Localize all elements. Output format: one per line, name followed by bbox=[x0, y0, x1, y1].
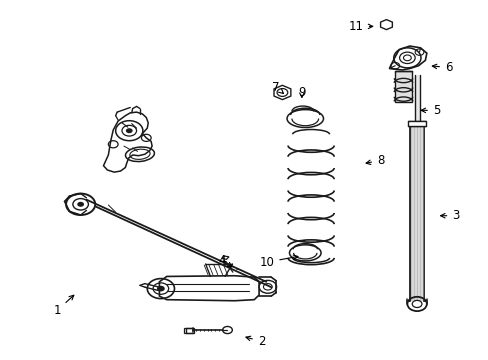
Text: 6: 6 bbox=[431, 61, 451, 74]
Text: 4: 4 bbox=[219, 254, 231, 267]
Text: 9: 9 bbox=[298, 86, 305, 99]
Text: 1: 1 bbox=[54, 295, 74, 317]
Bar bbox=[394, 71, 411, 102]
Bar bbox=[183, 328, 194, 333]
Polygon shape bbox=[222, 256, 228, 259]
Text: 2: 2 bbox=[245, 335, 264, 348]
Text: 8: 8 bbox=[366, 154, 384, 167]
Circle shape bbox=[77, 202, 84, 207]
Text: 7: 7 bbox=[272, 81, 283, 94]
Text: 10: 10 bbox=[259, 255, 297, 269]
Polygon shape bbox=[380, 19, 391, 30]
Text: 3: 3 bbox=[440, 209, 459, 222]
Bar bbox=[394, 71, 411, 102]
Bar bbox=[414, 75, 419, 123]
Circle shape bbox=[125, 128, 132, 133]
Text: 11: 11 bbox=[348, 20, 372, 33]
Circle shape bbox=[157, 286, 164, 292]
Polygon shape bbox=[273, 85, 290, 100]
Bar bbox=[407, 121, 425, 126]
Text: 5: 5 bbox=[420, 104, 439, 117]
Bar bbox=[409, 123, 423, 301]
